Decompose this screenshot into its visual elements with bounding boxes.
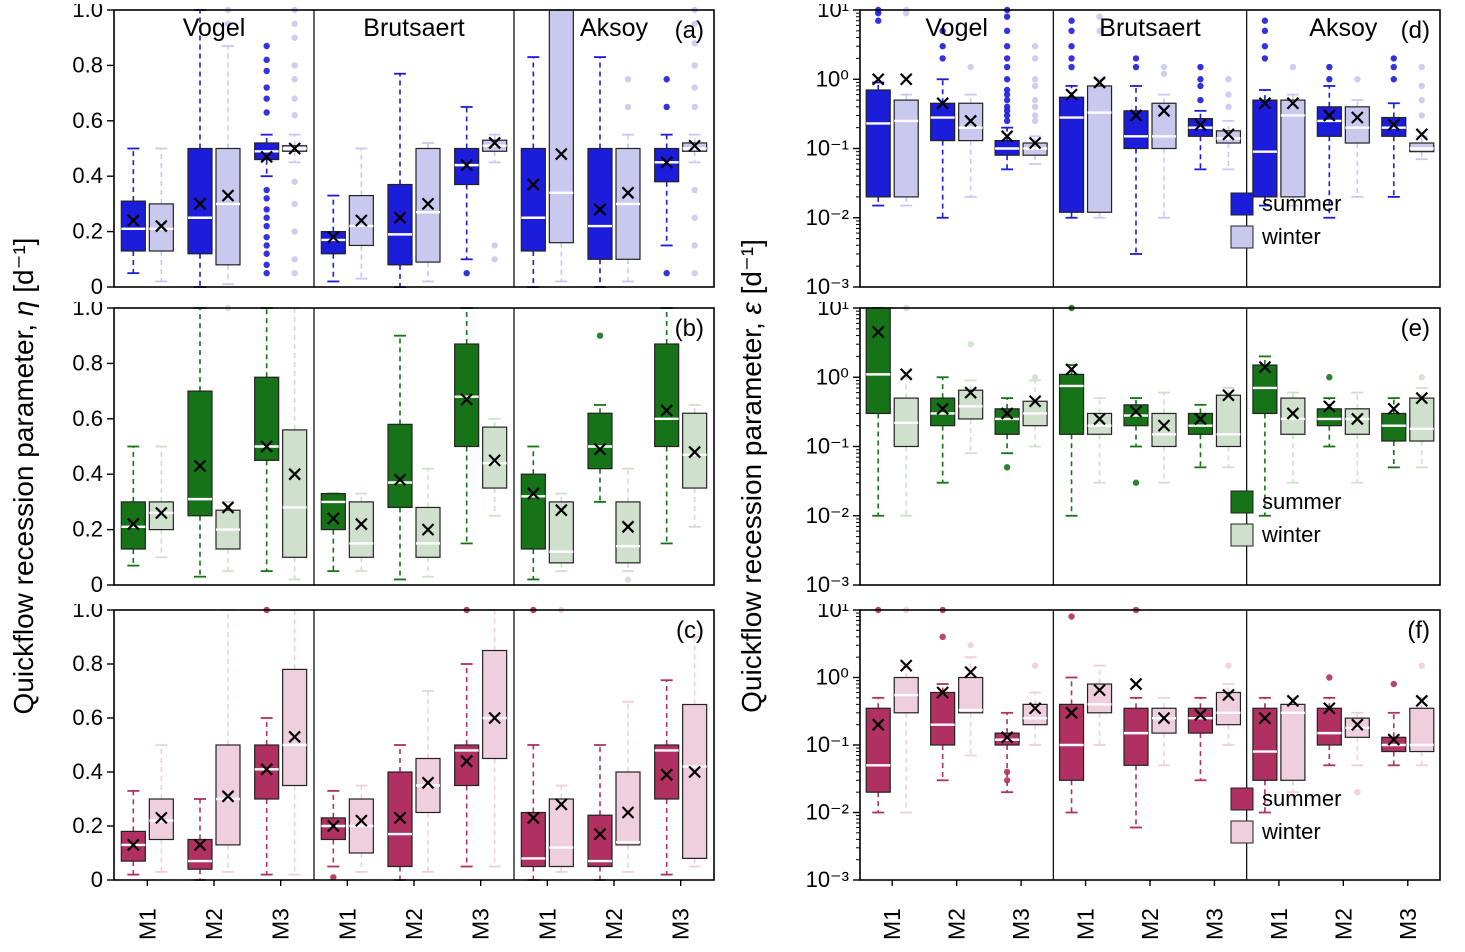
svg-text:Vogel: Vogel: [925, 14, 988, 42]
svg-text:M3: M3: [1008, 908, 1034, 940]
svg-text:Vogel: Vogel: [183, 14, 246, 42]
svg-text:0.8: 0.8: [72, 350, 103, 375]
svg-text:0: 0: [91, 572, 103, 593]
svg-text:summer: summer: [1262, 489, 1341, 514]
eta-symbol: η: [8, 300, 39, 317]
svg-text:M3: M3: [1395, 908, 1421, 940]
svg-text:winter: winter: [1261, 522, 1321, 547]
svg-text:Brutsaert: Brutsaert: [1099, 14, 1200, 42]
right-y-axis-label-suffix: [d⁻¹]: [736, 239, 767, 303]
svg-text:1.0: 1.0: [72, 302, 103, 320]
svg-text:winter: winter: [1261, 819, 1321, 844]
svg-text:M2: M2: [1137, 908, 1163, 940]
svg-text:Aksoy: Aksoy: [580, 14, 649, 42]
svg-text:10⁻¹: 10⁻¹: [806, 136, 849, 161]
svg-text:10¹: 10¹: [817, 604, 849, 622]
svg-text:10⁰: 10⁰: [816, 364, 849, 389]
svg-text:winter: winter: [1261, 224, 1321, 249]
svg-text:(f): (f): [1407, 617, 1430, 644]
left-y-axis-label-suffix: [d⁻¹]: [8, 237, 39, 301]
epsilon-symbol: ε: [736, 302, 767, 315]
svg-text:M3: M3: [668, 908, 694, 940]
svg-text:10⁻¹: 10⁻¹: [806, 732, 849, 757]
svg-text:10⁻²: 10⁻²: [806, 205, 849, 230]
svg-text:M1: M1: [1266, 908, 1292, 940]
svg-text:0.2: 0.2: [72, 219, 103, 244]
panel-c-chart: 0 0.2 0.4 0.6 0.8 1.0 (c) M1 M2 M3 M1 M2 M3 M1 M2 M3: [72, 604, 715, 940]
svg-text:M1: M1: [534, 908, 560, 940]
svg-text:Aksoy: Aksoy: [1309, 14, 1378, 42]
svg-text:0.4: 0.4: [72, 461, 103, 486]
svg-text:(a): (a): [675, 17, 704, 44]
svg-text:0.8: 0.8: [72, 651, 103, 676]
left-y-axis-label: Quickflow recession parameter, η [d⁻¹]: [6, 6, 42, 946]
svg-text:10⁻³: 10⁻³: [806, 867, 849, 892]
svg-text:summer: summer: [1262, 191, 1341, 216]
svg-text:0.6: 0.6: [72, 108, 103, 133]
svg-text:(b): (b): [675, 315, 704, 342]
svg-text:M1: M1: [879, 908, 905, 940]
svg-text:M3: M3: [1201, 908, 1227, 940]
svg-text:10¹: 10¹: [817, 302, 849, 320]
svg-text:M3: M3: [268, 908, 294, 940]
svg-text:0: 0: [91, 867, 103, 892]
svg-text:1.0: 1.0: [72, 4, 103, 22]
left-y-axis-label-prefix: Quickflow recession parameter,: [8, 316, 39, 715]
right-y-axis-label: Quickflow recession parameter, ε [d⁻¹]: [734, 6, 770, 946]
svg-text:0.4: 0.4: [72, 163, 103, 188]
svg-text:10⁻³: 10⁻³: [806, 572, 849, 593]
svg-text:M2: M2: [944, 908, 970, 940]
svg-text:M2: M2: [401, 908, 427, 940]
svg-text:1.0: 1.0: [72, 604, 103, 622]
svg-text:10⁻³: 10⁻³: [806, 274, 849, 295]
svg-text:10⁻²: 10⁻²: [806, 503, 849, 528]
svg-text:0.6: 0.6: [72, 406, 103, 431]
svg-text:10¹: 10¹: [817, 4, 849, 22]
svg-text:10⁻²: 10⁻²: [806, 800, 849, 825]
svg-text:0: 0: [91, 274, 103, 295]
panel-f-chart: 10⁻³ 10⁻² 10⁻¹ 10⁰ 10¹ (f) summer winter M1 M2 M3 M…: [806, 604, 1441, 940]
svg-text:10⁰: 10⁰: [816, 665, 849, 690]
panel-e-chart: 10⁻³ 10⁻² 10⁻¹ 10⁰ 10¹ (e) summer winter: [806, 302, 1441, 593]
svg-text:M3: M3: [468, 908, 494, 940]
svg-text:10⁰: 10⁰: [816, 66, 849, 91]
panel-b-chart: 0 0.2 0.4 0.6 0.8 1.0 (b): [72, 302, 715, 593]
svg-text:0.2: 0.2: [72, 517, 103, 542]
svg-text:M2: M2: [1330, 908, 1356, 940]
svg-text:0.2: 0.2: [72, 813, 103, 838]
svg-text:M1: M1: [134, 908, 160, 940]
svg-text:M2: M2: [601, 908, 627, 940]
svg-text:10⁻¹: 10⁻¹: [806, 434, 849, 459]
svg-text:0.6: 0.6: [72, 705, 103, 730]
svg-text:M1: M1: [1073, 908, 1099, 940]
svg-text:(e): (e): [1401, 315, 1430, 342]
svg-text:M1: M1: [334, 908, 360, 940]
svg-text:Brutsaert: Brutsaert: [363, 14, 464, 42]
svg-text:(d): (d): [1401, 17, 1430, 44]
svg-text:0.4: 0.4: [72, 759, 103, 784]
svg-text:0.8: 0.8: [72, 52, 103, 77]
svg-text:M2: M2: [201, 908, 227, 940]
panel-d-chart: 10⁻³ 10⁻² 10⁻¹ 10⁰ 10¹ Vogel Brutsaert Aksoy (d)…: [806, 4, 1441, 295]
svg-text:summer: summer: [1262, 786, 1341, 811]
svg-text:(c): (c): [676, 617, 704, 644]
right-y-axis-label-prefix: Quickflow recession parameter,: [736, 314, 767, 713]
panel-a-chart: 0 0.2 0.4 0.6 0.8 1.0 Vogel Brutsaert Aksoy (a): [72, 4, 715, 295]
